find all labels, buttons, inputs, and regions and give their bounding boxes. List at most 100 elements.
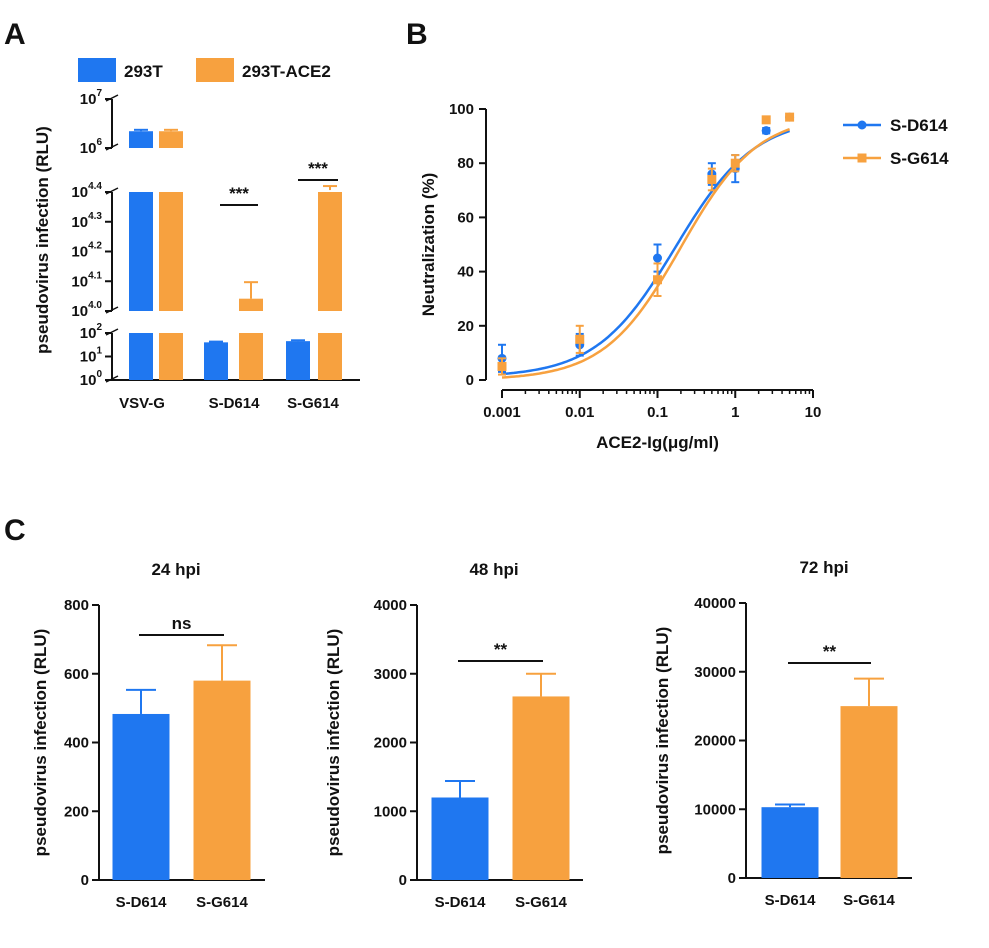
bar-293T-VSV-G <box>129 333 153 380</box>
chart-subtitle: 48 hpi <box>469 560 518 579</box>
panel-c-24hpi-chart: 0 200 400 600 800 S-D614 S-G614 24 hpi ns pseudov… <box>31 560 265 911</box>
bar-S-D614 <box>112 713 170 880</box>
bar-S-G614 <box>512 696 570 880</box>
legend-label-1: 293T-ACE2 <box>242 62 331 81</box>
bar-S-D614 <box>431 797 489 880</box>
x-tick-label: S-G614 <box>196 894 248 911</box>
x-tick-label: S-D614 <box>116 894 168 911</box>
bar-293T-ACE2-VSV-G <box>159 192 183 311</box>
y-axis-title: pseudovirus infection (RLU) <box>653 627 672 855</box>
significance-label: *** <box>229 184 249 203</box>
significance-label: ** <box>823 642 837 661</box>
panel-label-b: B <box>406 18 428 51</box>
y-tick-label: 1000 <box>374 803 407 820</box>
y-axis-title: pseudovirus infection (RLU) <box>33 126 52 354</box>
panel-c-48hpi-chart: 0 1000 2000 3000 4000 S-D614 S-G614 48 hpi ** pse… <box>324 560 583 911</box>
legend-label-S-G614: S-G614 <box>890 149 949 168</box>
bar-S-G614 <box>193 680 251 880</box>
bar-293T-VSV-G <box>129 192 153 311</box>
y-tick-label: 200 <box>64 803 89 820</box>
y-tick-label: 30000 <box>694 664 736 681</box>
significance-label: ** <box>494 640 508 659</box>
chart-subtitle: 24 hpi <box>151 560 200 579</box>
bar-S-D614 <box>761 807 819 878</box>
y-tick-label: 101 <box>80 346 103 366</box>
y-tick-label: 800 <box>64 597 89 614</box>
y-tick-label: 20000 <box>694 733 736 750</box>
y-tick-label: 40 <box>457 264 474 281</box>
point-S-D614 <box>653 253 662 263</box>
panel-label-a: A <box>4 18 26 51</box>
y-tick-label: 3000 <box>374 666 407 683</box>
legend-swatch-0 <box>78 58 116 82</box>
y-tick-label: 100 <box>80 369 103 389</box>
panel-label-c: C <box>4 514 26 547</box>
panel-c-72hpi-chart: 0 10000 20000 30000 40000 S-D614 S-G614 72 hpi *… <box>653 558 912 909</box>
bar-293T-ACE2-S-D614 <box>239 333 263 380</box>
panel-b-chart: 0 20 40 60 80 100 0.001 0.01 0.1 1 10 ACE2-Ig(μg/ml… <box>419 101 949 452</box>
y-tick-label: 104.3 <box>71 211 102 231</box>
x-tick-label: 0.001 <box>483 404 521 421</box>
legend-marker-S-D614 <box>857 120 867 130</box>
x-tick-label: S-G614 <box>843 892 895 909</box>
y-tick-label: 20 <box>457 318 474 335</box>
legend-swatch-1 <box>196 58 234 82</box>
y-axis-title: pseudovirus infection (RLU) <box>31 629 50 857</box>
y-tick-label: 104.0 <box>71 300 102 320</box>
y-tick-label: 107 <box>80 88 103 108</box>
bar-293T-S-G614 <box>286 341 310 380</box>
point-S-G614 <box>761 115 771 125</box>
y-tick-label: 600 <box>64 666 89 683</box>
x-tick-label: VSV-G <box>119 395 165 412</box>
significance-label: *** <box>308 159 328 178</box>
y-tick-label: 40000 <box>694 595 736 612</box>
bar-293T-ACE2-VSV-G <box>159 131 183 148</box>
x-axis-title: ACE2-Ig(μg/ml) <box>596 433 719 452</box>
legend-marker-S-G614 <box>857 153 867 163</box>
y-tick-label: 400 <box>64 735 89 752</box>
bar-293T-ACE2-S-D614 <box>239 298 263 311</box>
x-tick-label: S-D614 <box>435 894 487 911</box>
legend-label-0: 293T <box>124 62 163 81</box>
bar-293T-S-D614 <box>204 342 228 380</box>
y-tick-label: 0 <box>728 870 736 887</box>
y-tick-label: 80 <box>457 155 474 172</box>
bar-293T-VSV-G <box>129 131 153 148</box>
x-tick-label: 0.01 <box>565 404 594 421</box>
fit-curve-S-D614 <box>501 129 790 376</box>
chart-subtitle: 72 hpi <box>799 558 848 577</box>
x-tick-label: S-D614 <box>765 892 817 909</box>
x-tick-label: 0.1 <box>647 404 668 421</box>
x-tick-label: 10 <box>805 404 822 421</box>
bar-293T-ACE2-S-G614 <box>318 192 342 311</box>
bar-S-G614 <box>840 706 898 878</box>
y-tick-label: 102 <box>80 322 103 342</box>
point-S-G614 <box>707 174 717 184</box>
y-tick-label: 4000 <box>374 597 407 614</box>
point-S-G614 <box>497 361 507 371</box>
y-tick-label: 2000 <box>374 735 407 752</box>
point-S-G614 <box>785 112 795 122</box>
bar-293T-ACE2-VSV-G <box>159 333 183 380</box>
y-tick-label: 0 <box>399 872 407 889</box>
y-tick-label: 104.1 <box>71 270 102 290</box>
y-tick-label: 0 <box>466 372 474 389</box>
y-axis-title: pseudovirus infection (RLU) <box>324 629 343 857</box>
point-S-G614 <box>730 158 740 168</box>
fit-curve-S-G614 <box>501 128 791 379</box>
y-tick-label: 100 <box>449 101 474 118</box>
y-tick-label: 104.4 <box>71 181 102 201</box>
x-tick-label: 1 <box>731 404 739 421</box>
y-tick-label: 104.2 <box>71 241 102 261</box>
bar-293T-ACE2-S-G614 <box>318 333 342 380</box>
x-tick-label: S-D614 <box>209 395 261 412</box>
y-tick-label: 60 <box>457 209 474 226</box>
x-tick-label: S-G614 <box>287 395 339 412</box>
point-S-G614 <box>653 275 662 285</box>
significance-label: ns <box>172 614 192 633</box>
x-tick-label: S-G614 <box>515 894 567 911</box>
y-tick-label: 106 <box>80 137 103 157</box>
point-S-G614 <box>575 334 585 344</box>
